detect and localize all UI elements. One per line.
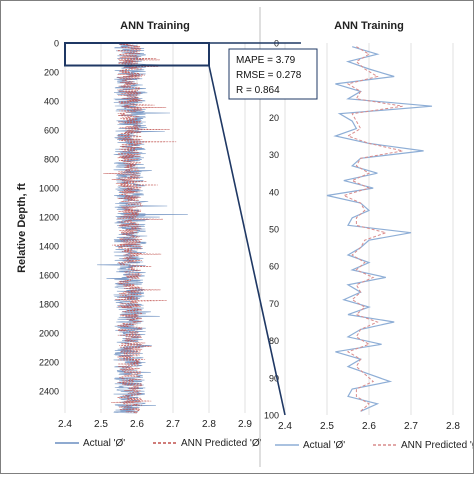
- y-tick-label: 400: [44, 97, 59, 107]
- x-tick-label: 2.8: [202, 419, 216, 430]
- y-tick-label: 80: [269, 336, 279, 346]
- chart-title: ANN Training: [334, 20, 404, 32]
- rmse-label: RMSE = 0.278: [236, 70, 302, 81]
- y-tick-label: 30: [269, 150, 279, 160]
- y-tick-label: 1200: [39, 213, 59, 223]
- x-tick-label: 2.5: [320, 421, 334, 432]
- legend-label: Actual 'Ø': [303, 440, 345, 451]
- chart-title: ANN Training: [120, 20, 190, 32]
- legend-label: Actual 'Ø': [83, 438, 125, 449]
- left-chart-panel: 2.4 2.5 2.6 2.7 2.8 2.9 0 200 400 600 800 1000 1200 1…: [16, 20, 262, 449]
- y-tick-label: 1600: [39, 271, 59, 281]
- y-tick-label: 50: [269, 225, 279, 235]
- legend-label: ANN Predicted 'Ø': [401, 440, 473, 451]
- x-tick-label: 2.7: [404, 421, 418, 432]
- x-tick-label: 2.8: [446, 421, 460, 432]
- x-tick-label: 2.4: [58, 419, 72, 430]
- y-tick-label: 200: [44, 68, 59, 78]
- x-tick-label: 2.5: [94, 419, 108, 430]
- series-line-actual: [326, 46, 433, 412]
- y-tick-label: 40: [269, 187, 279, 197]
- y-tick-label: 20: [269, 113, 279, 123]
- y-tick-label: 600: [44, 126, 59, 136]
- y-tick-label: 2200: [39, 358, 59, 368]
- y-tick-label: 2000: [39, 329, 59, 339]
- y-axis-label: Relative Depth, ft: [16, 183, 28, 273]
- metrics-box: MAPE = 3.79 RMSE = 0.278 R = 0.864: [228, 48, 318, 100]
- x-tick-label: 2.9: [238, 419, 252, 430]
- y-tick-label: 0: [54, 39, 59, 49]
- series-line-predicted: [103, 42, 177, 414]
- metrics-box-frame: [228, 48, 318, 100]
- x-tick-label: 2.6: [130, 419, 144, 430]
- zoom-connector-bottom: [208, 65, 286, 416]
- y-tick-label: 1000: [39, 184, 59, 194]
- y-tick-label: 90: [269, 373, 279, 383]
- x-tick-label: 2.4: [278, 421, 292, 432]
- y-tick-label: 1400: [39, 242, 59, 252]
- y-tick-label: 1800: [39, 300, 59, 310]
- x-tick-label: 2.7: [166, 419, 180, 430]
- legend-label: ANN Predicted 'Ø': [181, 438, 262, 449]
- right-chart-panel: 2.42.52.62.72.80102030405060708090100ANN…: [264, 20, 474, 451]
- zoom-window: [64, 42, 210, 67]
- r-label: R = 0.864: [236, 85, 280, 96]
- mape-label: MAPE = 3.79: [236, 55, 296, 66]
- series-line-actual: [97, 42, 188, 414]
- y-tick-label: 800: [44, 155, 59, 165]
- y-tick-label: 60: [269, 262, 279, 272]
- series-line-predicted: [342, 46, 403, 412]
- y-tick-label: 2400: [39, 387, 59, 397]
- y-tick-label: 70: [269, 299, 279, 309]
- x-tick-label: 2.6: [362, 421, 376, 432]
- y-tick-label: 100: [264, 411, 279, 421]
